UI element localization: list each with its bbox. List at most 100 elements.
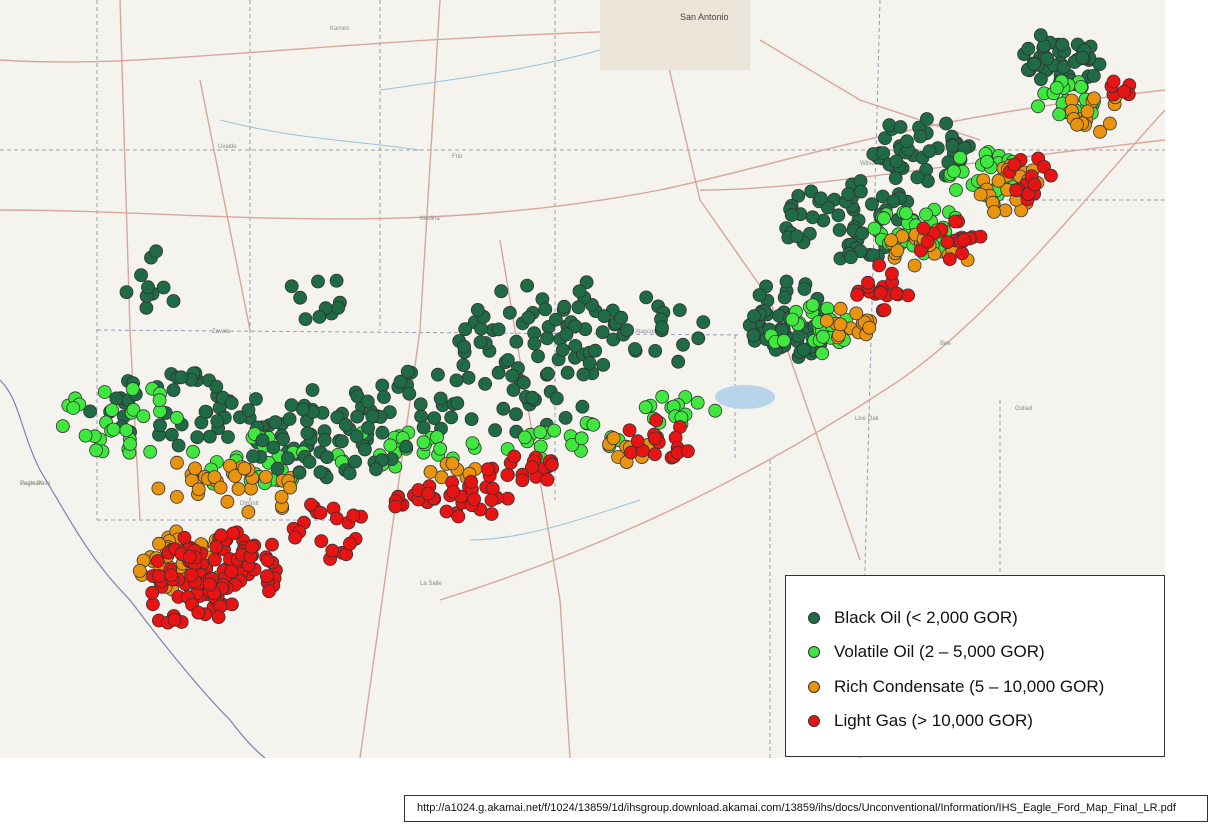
well-point bbox=[509, 334, 524, 349]
well-point bbox=[105, 403, 119, 418]
well-point bbox=[320, 450, 334, 465]
well-point bbox=[568, 338, 583, 353]
well-point bbox=[588, 343, 603, 358]
well-point bbox=[284, 279, 299, 294]
well-point bbox=[889, 286, 904, 301]
well-point bbox=[145, 585, 160, 600]
well-point bbox=[506, 383, 521, 397]
well-point bbox=[416, 435, 431, 450]
well-point bbox=[515, 473, 530, 488]
well-point bbox=[451, 509, 466, 524]
well-point bbox=[375, 378, 390, 393]
legend: Black Oil (< 2,000 GOR) Volatile Oil (2 … bbox=[785, 575, 1165, 757]
well-point bbox=[97, 385, 112, 399]
well-point bbox=[841, 187, 856, 202]
well-point bbox=[872, 258, 886, 273]
well-point bbox=[998, 203, 1013, 218]
well-point bbox=[547, 423, 562, 438]
well-point bbox=[671, 354, 686, 369]
well-point bbox=[209, 379, 224, 394]
well-point bbox=[300, 426, 315, 441]
well-point bbox=[106, 422, 121, 437]
place-label: Bee bbox=[940, 341, 951, 347]
well-point bbox=[461, 370, 476, 385]
well-point bbox=[805, 298, 820, 313]
well-point bbox=[317, 433, 332, 447]
well-point bbox=[649, 413, 664, 428]
well-point bbox=[844, 250, 858, 265]
well-point bbox=[1086, 69, 1101, 83]
well-point bbox=[893, 120, 908, 134]
well-point bbox=[920, 112, 934, 126]
well-point bbox=[329, 511, 344, 526]
well-point bbox=[302, 455, 317, 469]
well-point bbox=[789, 229, 804, 244]
reservoir bbox=[715, 385, 775, 409]
well-point bbox=[900, 134, 914, 149]
well-point bbox=[582, 356, 597, 371]
legend-item-volatile-oil: Volatile Oil (2 – 5,000 GOR) bbox=[808, 642, 1045, 662]
well-point bbox=[1117, 84, 1131, 99]
well-point bbox=[494, 284, 509, 299]
legend-item-rich-condensate: Rich Condensate (5 – 10,000 GOR) bbox=[808, 677, 1104, 697]
well-point bbox=[123, 436, 138, 451]
well-point bbox=[886, 194, 901, 209]
well-point bbox=[413, 397, 428, 412]
well-point bbox=[305, 383, 320, 397]
well-point bbox=[622, 423, 637, 438]
place-label: Medina bbox=[420, 216, 440, 222]
well-point bbox=[276, 432, 291, 447]
well-point bbox=[231, 481, 246, 496]
rio-grande-border bbox=[0, 379, 266, 758]
well-point bbox=[400, 364, 415, 379]
well-point bbox=[214, 528, 229, 543]
well-point bbox=[488, 423, 503, 438]
well-point bbox=[655, 320, 669, 335]
well-point bbox=[942, 252, 957, 267]
well-point bbox=[226, 526, 241, 541]
well-point bbox=[169, 410, 184, 425]
well-point bbox=[862, 320, 877, 335]
well-point bbox=[1103, 116, 1117, 131]
well-point bbox=[399, 439, 414, 454]
well-point bbox=[877, 303, 892, 317]
well-point bbox=[376, 390, 391, 405]
well-point bbox=[505, 368, 520, 383]
well-point bbox=[628, 342, 642, 356]
well-point bbox=[500, 353, 515, 367]
well-point bbox=[259, 569, 274, 583]
well-point bbox=[574, 431, 589, 446]
well-point bbox=[445, 456, 460, 471]
well-point bbox=[540, 472, 555, 487]
well-point bbox=[174, 370, 189, 385]
well-point bbox=[255, 433, 270, 448]
well-point bbox=[182, 550, 197, 564]
well-point bbox=[791, 188, 806, 203]
san-antonio-urban-area bbox=[600, 0, 750, 70]
well-point bbox=[361, 420, 376, 435]
well-point bbox=[579, 275, 594, 290]
well-point bbox=[940, 235, 955, 250]
well-point bbox=[596, 357, 611, 372]
well-point bbox=[270, 461, 285, 476]
well-point bbox=[282, 412, 297, 426]
well-point bbox=[141, 280, 155, 295]
well-point bbox=[188, 461, 202, 476]
well-point bbox=[890, 243, 905, 258]
well-point bbox=[464, 474, 479, 489]
well-point bbox=[132, 564, 147, 578]
black-oil-dot-icon bbox=[808, 612, 820, 624]
well-point bbox=[672, 303, 687, 318]
well-point bbox=[955, 246, 969, 261]
well-point bbox=[690, 395, 705, 410]
well-point bbox=[456, 358, 471, 373]
well-point bbox=[298, 312, 313, 327]
well-point bbox=[458, 322, 473, 337]
well-point bbox=[207, 552, 222, 567]
legend-label: Volatile Oil (2 – 5,000 GOR) bbox=[834, 642, 1045, 661]
well-point bbox=[78, 428, 93, 443]
well-point bbox=[402, 386, 417, 401]
well-point bbox=[313, 465, 328, 480]
well-point bbox=[1031, 99, 1045, 114]
well-point bbox=[555, 342, 570, 357]
